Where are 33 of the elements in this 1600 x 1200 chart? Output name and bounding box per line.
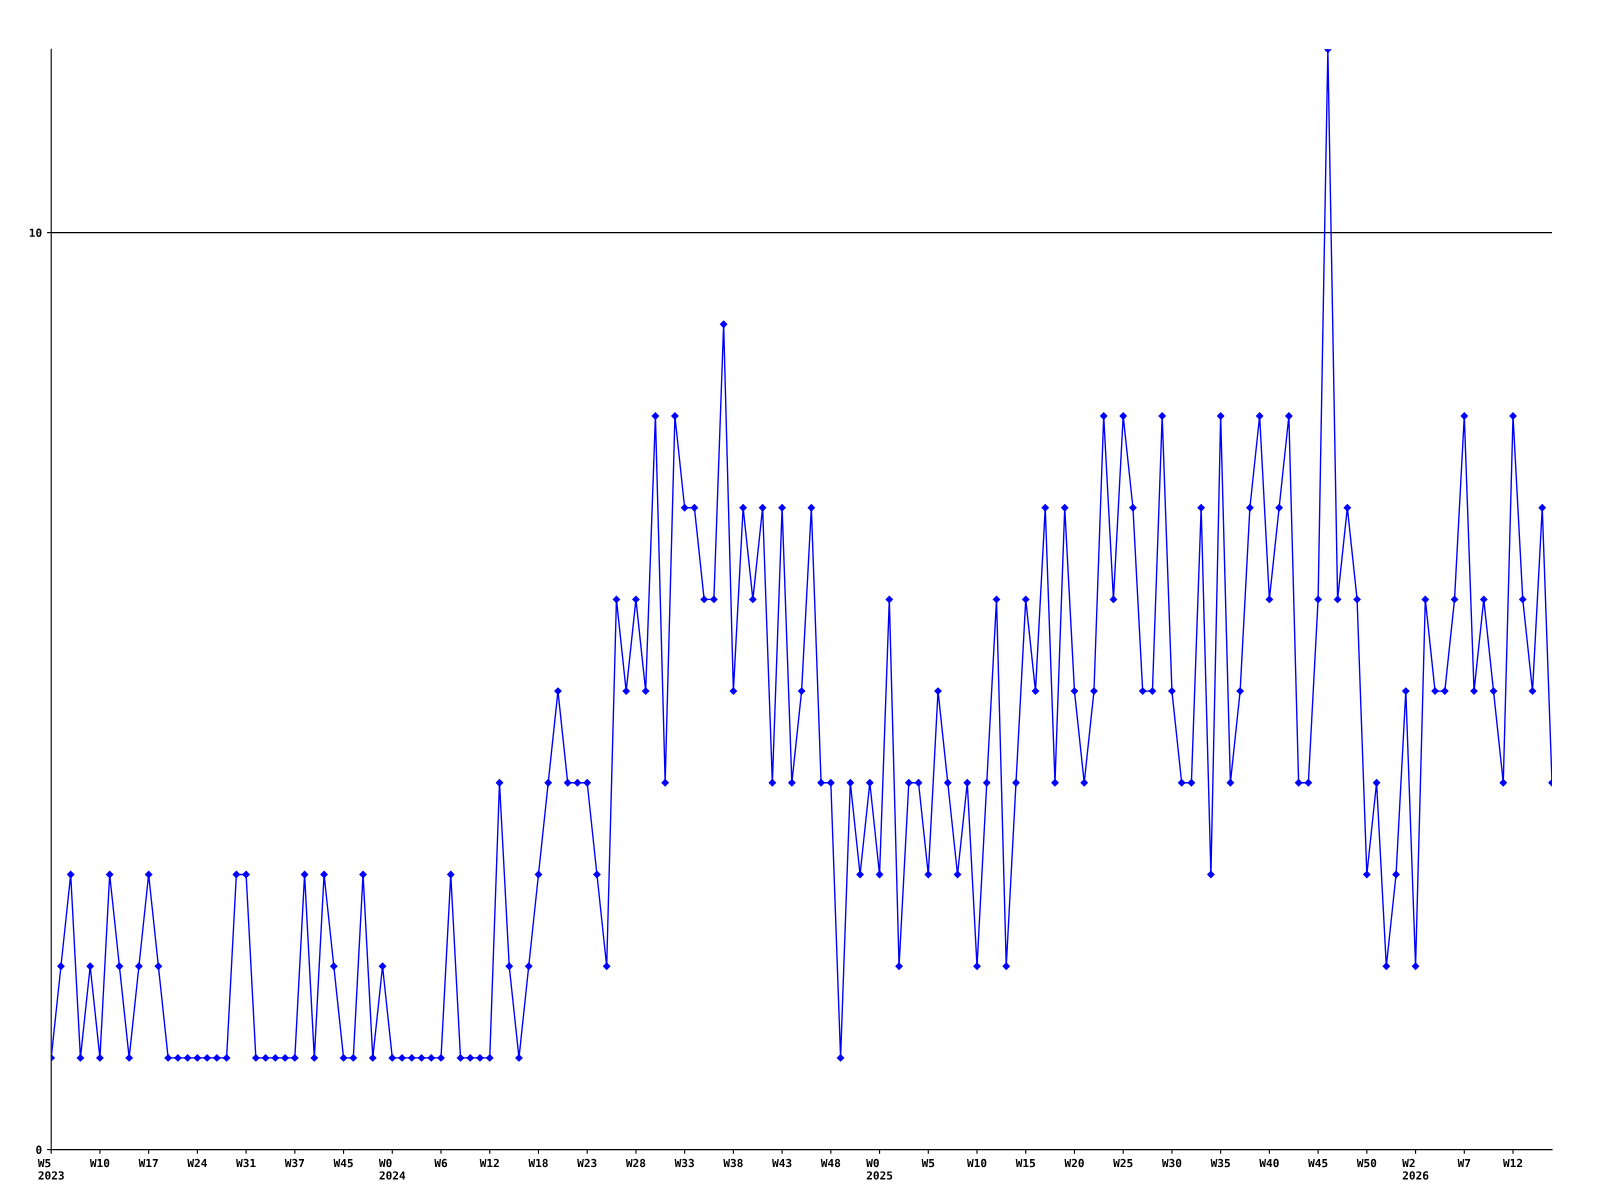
x-tick-label: W15	[1015, 1158, 1036, 1168]
x-tick-label: W24	[187, 1158, 207, 1168]
x-tick-label: W7	[1457, 1158, 1471, 1168]
x-tick-label: W33	[674, 1158, 694, 1168]
x-tick-label: W25	[1113, 1158, 1133, 1168]
x-tick-label: W45	[1308, 1158, 1328, 1168]
x-tick-label: W5 2023	[37, 1158, 64, 1180]
y-tick-label: 0	[36, 1145, 42, 1154]
x-tick-label: W35	[1210, 1158, 1230, 1168]
x-tick-label: W23	[577, 1158, 597, 1168]
x-tick-label: W37	[284, 1158, 305, 1168]
x-tick-label: W40	[1259, 1158, 1279, 1168]
x-tick-label: W17	[138, 1158, 158, 1168]
x-tick-label: W12	[479, 1158, 499, 1168]
x-tick-label: W10	[89, 1158, 110, 1168]
x-tick-label: W12	[1502, 1158, 1523, 1168]
x-tick-label: W0 2025	[866, 1158, 893, 1180]
x-tick-label: W38	[723, 1158, 743, 1168]
x-tick-label: W6	[434, 1158, 448, 1168]
x-tick-label: W20	[1064, 1158, 1084, 1168]
x-tick-label: W48	[820, 1158, 841, 1168]
x-tick-label: W10	[966, 1158, 987, 1168]
x-tick-label: W45	[333, 1158, 353, 1168]
x-tick-label: W43	[772, 1158, 792, 1168]
x-tick-label: W2 2026	[1402, 1158, 1429, 1180]
x-tick-label: W30	[1161, 1158, 1182, 1168]
y-tick-label: 10	[29, 228, 42, 237]
x-tick-label: W28	[625, 1158, 646, 1168]
x-tick-label: W50	[1356, 1158, 1377, 1168]
x-tick-label: W5	[921, 1158, 935, 1168]
x-tick-label: W18	[528, 1158, 548, 1168]
x-tick-label: W0 2024	[378, 1158, 406, 1180]
x-tick-label: W31	[236, 1158, 256, 1168]
